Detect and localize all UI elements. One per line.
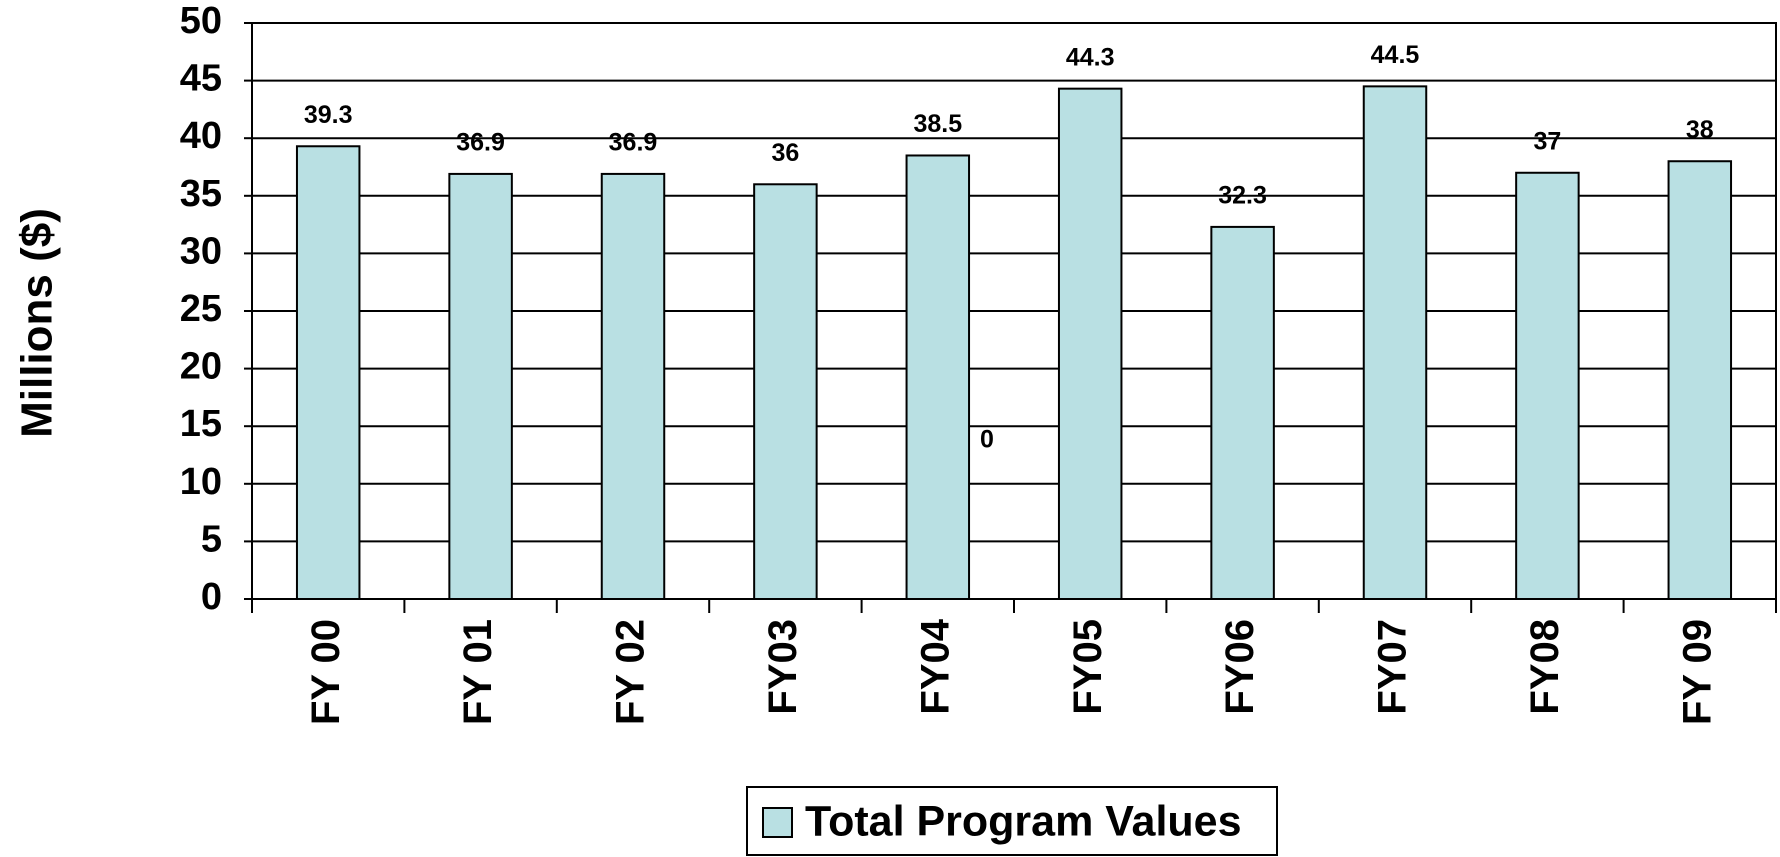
- y-tick-label: 15: [180, 403, 222, 445]
- x-tick-label: FY03: [761, 619, 805, 715]
- value-label: 36.9: [456, 129, 505, 157]
- value-label: 37: [1533, 127, 1561, 155]
- y-tick-label: 40: [180, 115, 222, 157]
- legend-label: Total Program Values: [805, 797, 1242, 845]
- bar: [1362, 85, 1428, 601]
- x-tick-label: FY 01: [456, 619, 500, 725]
- bar: [905, 154, 971, 600]
- y-tick-label: 45: [180, 58, 222, 100]
- x-tick-label: FY 09: [1675, 619, 1719, 725]
- bar: [1667, 160, 1733, 601]
- y-axis-label: Millions ($): [13, 208, 62, 438]
- legend-box: [746, 786, 1278, 856]
- x-tick-label: FY 00: [304, 619, 348, 725]
- value-label: 36.9: [609, 129, 658, 157]
- x-tick-label: FY07: [1371, 619, 1415, 715]
- y-tick-label: 0: [201, 576, 222, 618]
- value-label: 38.5: [913, 110, 962, 138]
- x-tick-label: FY 02: [609, 619, 653, 725]
- annotation: 0: [980, 426, 994, 454]
- value-label: 44.5: [1371, 41, 1420, 69]
- value-label: 44.3: [1066, 43, 1115, 71]
- y-tick-label: 5: [201, 518, 222, 560]
- bar: [448, 172, 513, 601]
- y-tick-label: 10: [180, 461, 222, 503]
- y-tick-label: 35: [180, 173, 222, 215]
- x-tick-label: FY04: [913, 618, 957, 714]
- bar: [1057, 87, 1123, 600]
- x-tick-label: FY08: [1523, 619, 1567, 715]
- bar: [600, 172, 666, 601]
- x-tick-label: FY05: [1066, 619, 1110, 715]
- y-tick-label: 30: [180, 230, 222, 272]
- y-tick-label: 50: [180, 0, 222, 42]
- y-tick-label: 25: [180, 288, 222, 330]
- bar: [753, 183, 818, 600]
- legend-swatch: [762, 807, 793, 838]
- value-label: 32.3: [1218, 182, 1267, 210]
- value-label: 38: [1686, 116, 1714, 144]
- y-tick-label: 20: [180, 346, 222, 388]
- value-label: 39.3: [304, 101, 353, 129]
- value-label: 36: [771, 139, 799, 167]
- bar: [1210, 225, 1275, 601]
- bar: [295, 145, 361, 600]
- bar: [1515, 171, 1580, 600]
- x-tick-label: FY06: [1218, 619, 1262, 715]
